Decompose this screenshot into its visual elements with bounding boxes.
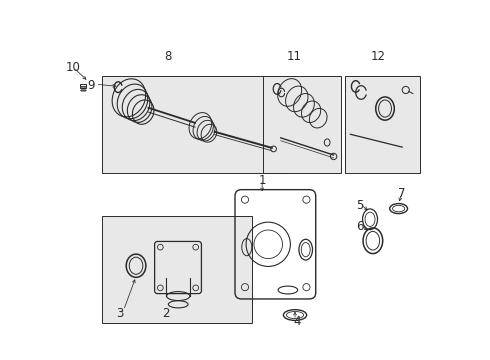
Bar [102,216,252,323]
Text: 3: 3 [116,307,123,320]
Text: 8: 8 [165,50,172,63]
Bar [80,84,86,88]
Text: 7: 7 [398,187,406,200]
Bar [263,76,342,173]
Text: 4: 4 [293,315,300,328]
Bar [345,76,420,173]
Text: 10: 10 [65,61,80,74]
Text: 11: 11 [287,50,302,63]
Bar [102,76,281,173]
Text: 6: 6 [356,220,364,233]
Text: 2: 2 [162,307,170,320]
Text: 1: 1 [258,174,266,187]
Text: 9: 9 [87,79,95,92]
Text: 12: 12 [370,50,386,63]
Text: 5: 5 [356,198,364,212]
